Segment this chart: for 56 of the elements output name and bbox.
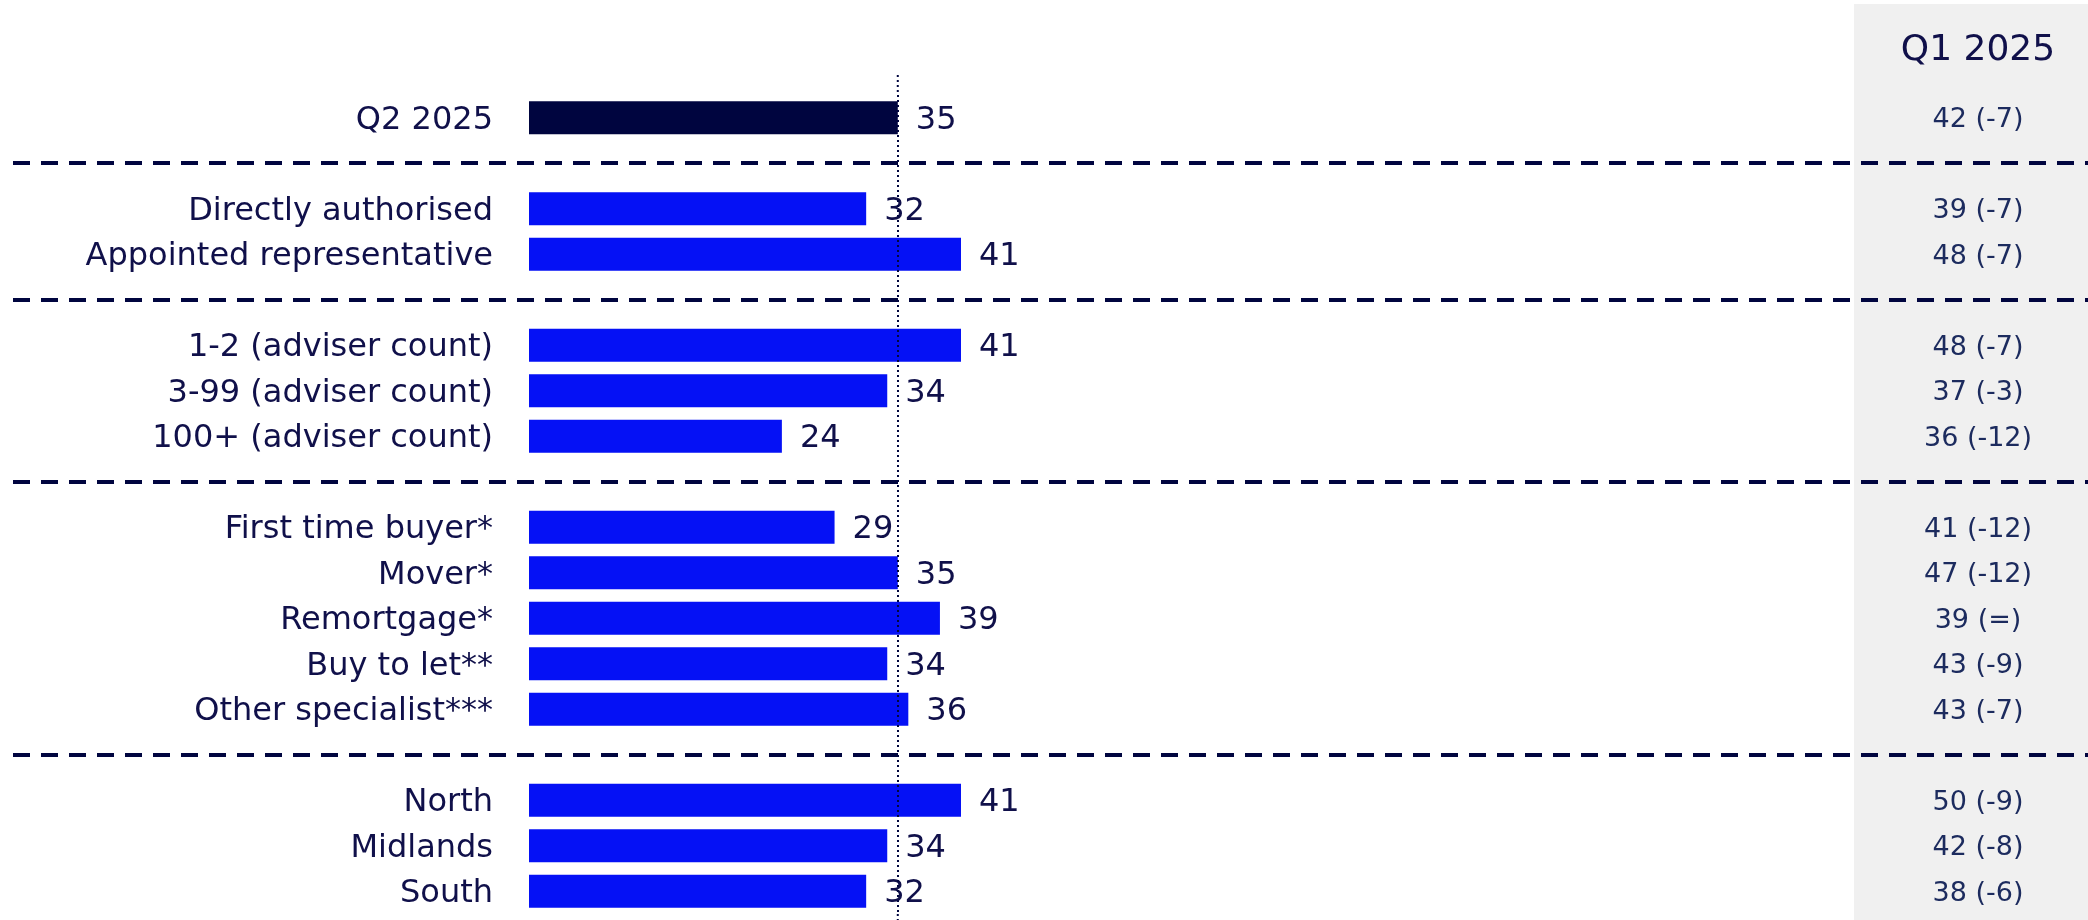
- data-label: 41: [979, 326, 1020, 365]
- y-tick-label: 100+ (adviser count): [152, 417, 493, 456]
- text: 47 (-12): [1923, 557, 2033, 589]
- data-label: 35: [915, 553, 957, 592]
- data-label: 34: [905, 371, 946, 410]
- y-tick-label: Buy to let**: [306, 644, 493, 683]
- y-tick-label: First time buyer*: [224, 508, 493, 547]
- bar: [529, 874, 867, 908]
- bar: [529, 783, 961, 817]
- text: 42 (-7): [1932, 102, 2024, 134]
- data-label: 39: [957, 599, 999, 638]
- y-tick-label: Other specialist***: [194, 690, 493, 729]
- bar: [529, 601, 940, 635]
- y-tick-label: South: [400, 872, 493, 911]
- bar: [529, 328, 961, 362]
- y-tick-label: Appointed representative: [85, 235, 493, 274]
- data-label: 24: [799, 417, 841, 456]
- text: 39 (=): [1934, 602, 2022, 634]
- data-label: 32: [884, 189, 925, 228]
- bar: [529, 556, 898, 590]
- bar: [529, 419, 782, 453]
- text: 42 (-8): [1932, 830, 2024, 862]
- text: 43 (-9): [1932, 648, 2024, 680]
- data-label: 36: [926, 690, 968, 729]
- y-tick-label: 1-2 (adviser count): [187, 326, 493, 365]
- text: 43 (-7): [1932, 693, 2024, 725]
- y-tick-label: Remortgage*: [280, 599, 493, 638]
- bar: [529, 829, 888, 863]
- text: 48 (-7): [1932, 238, 2024, 270]
- bar: [529, 510, 835, 544]
- y-tick-label: Q2 2025: [355, 98, 493, 137]
- bar: [529, 692, 909, 726]
- data-label: 35: [915, 98, 957, 137]
- data-label: 32: [884, 872, 925, 911]
- bar: [529, 647, 888, 681]
- y-tick-label: Midlands: [350, 826, 493, 865]
- data-label: 41: [979, 781, 1020, 820]
- y-tick-label: North: [403, 781, 493, 820]
- text: 38 (-6): [1932, 875, 2024, 907]
- text: Q1 2025: [1900, 27, 2056, 68]
- data-label: 34: [905, 826, 946, 865]
- text: 48 (-7): [1932, 329, 2024, 361]
- bar: [529, 192, 867, 226]
- data-label: 41: [979, 235, 1020, 274]
- text: 50 (-9): [1932, 784, 2024, 816]
- y-tick-label: Mover*: [378, 553, 493, 592]
- data-label: 29: [852, 508, 894, 547]
- bar: [529, 237, 961, 271]
- text: 39 (-7): [1932, 193, 2024, 225]
- y-tick-label: Directly authorised: [188, 189, 493, 228]
- text: 41 (-12): [1923, 511, 2033, 543]
- bar: [529, 374, 888, 408]
- text: 36 (-12): [1923, 420, 2033, 452]
- y-tick-label: 3-99 (adviser count): [167, 371, 493, 410]
- text: 37 (-3): [1932, 375, 2024, 407]
- data-label: 34: [905, 644, 946, 683]
